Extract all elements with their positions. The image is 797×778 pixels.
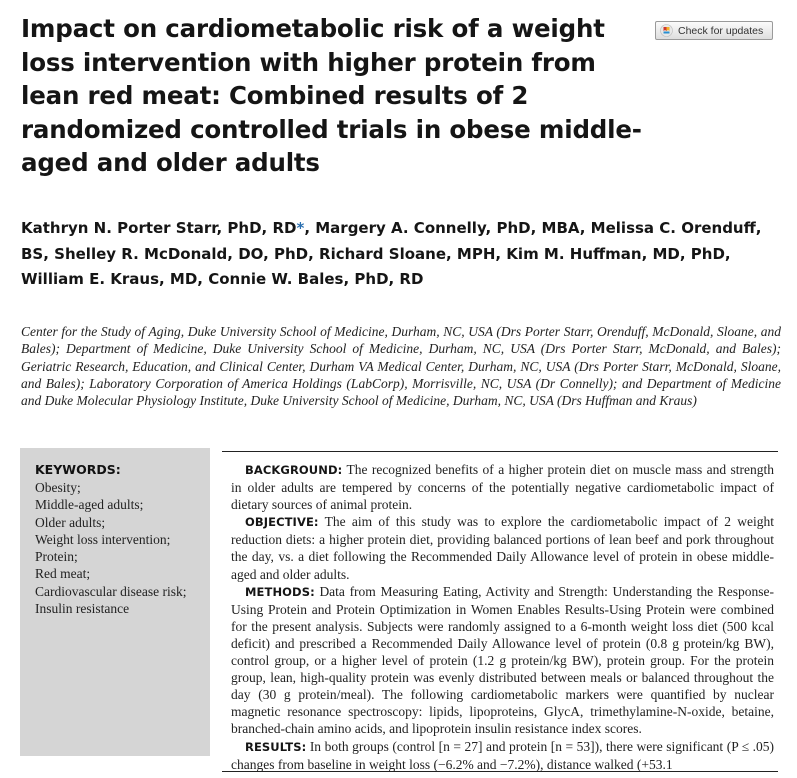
keyword-item: Red meat; [35, 566, 91, 582]
abstract-methods: METHODS: Data from Measuring Eating, Act… [231, 583, 774, 738]
objective-label: OBJECTIVE: [245, 515, 319, 530]
background-label: BACKGROUND: [245, 463, 343, 477]
objective-text: The aim of this study was to explore the… [231, 514, 774, 582]
abstract-top-rule [222, 451, 778, 452]
keyword-item: Older adults; [35, 514, 106, 530]
background-text: The recognized benefits of a higher prot… [231, 462, 774, 513]
keyword-item: Weight loss intervention; [35, 531, 171, 547]
keyword-item: Protein; [35, 549, 78, 565]
abstract-background: BACKGROUND: The recognized benefits of a… [231, 461, 774, 513]
check-for-updates-button[interactable]: Check for updates [655, 21, 773, 40]
author-list: Kathryn N. Porter Starr, PhD, RD*, Marge… [21, 216, 781, 293]
keywords-panel: KEYWORDS: Obesity; Middle-aged adults; O… [20, 448, 210, 756]
methods-text: Data from Measuring Eating, Activity and… [231, 583, 775, 737]
abstract: BACKGROUND: The recognized benefits of a… [231, 461, 774, 773]
keyword-item: Cardiovascular disease risk; [35, 583, 187, 599]
keywords-heading: KEYWORDS: [35, 462, 121, 477]
results-text: In both groups (control [n = 27] and pro… [231, 738, 774, 772]
keyword-item: Middle-aged adults; [35, 497, 144, 513]
keyword-item: Obesity; [35, 480, 81, 495]
corresponding-author-mark[interactable]: * [296, 219, 305, 237]
results-label: RESULTS: [245, 739, 307, 754]
corresponding-author[interactable]: Kathryn N. Porter Starr, PhD, RD [21, 219, 297, 237]
abstract-objective: OBJECTIVE: The aim of this study was to … [231, 513, 774, 582]
affiliations: Center for the Study of Aging, Duke Univ… [21, 324, 781, 409]
article-title: Impact on cardiometabolic risk of a weig… [21, 14, 642, 177]
abstract-side-rule [222, 771, 778, 772]
crossmark-icon [660, 24, 673, 37]
coauthors: , Margery A. Connelly, PhD, MBA, Melissa… [21, 219, 762, 288]
keywords-list: Obesity; Middle-aged adults; Older adult… [35, 479, 205, 617]
keyword-item: Insulin resistance [35, 601, 130, 617]
abstract-results: RESULTS: In both groups (control [n = 27… [231, 738, 774, 773]
check-for-updates-label: Check for updates [678, 24, 764, 37]
methods-label: METHODS: [245, 584, 315, 599]
